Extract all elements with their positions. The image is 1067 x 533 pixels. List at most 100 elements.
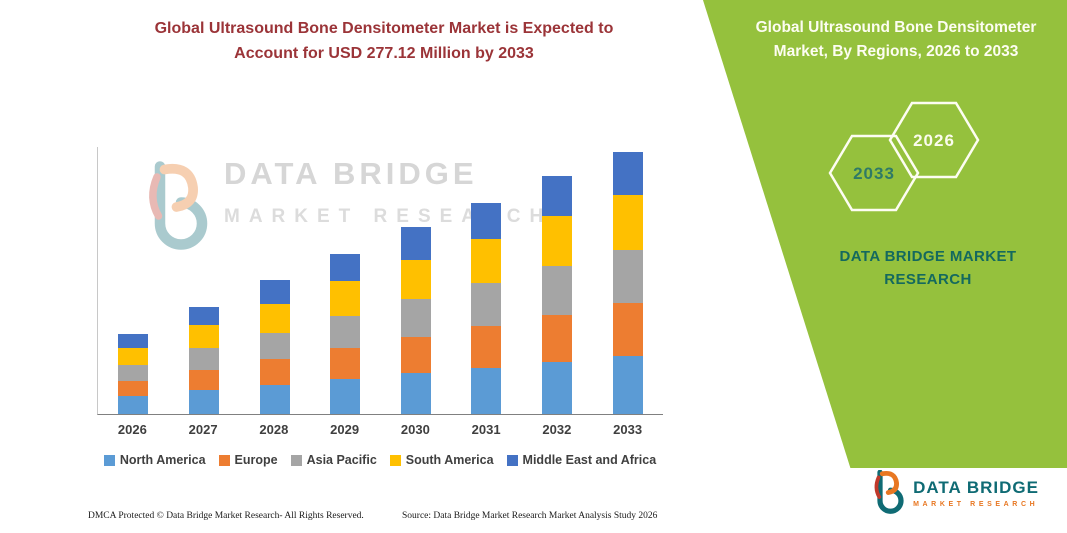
bar-slot-2029 [310, 253, 381, 414]
legend-item: Europe [218, 453, 278, 467]
bar-segment [542, 216, 573, 267]
bar-segment [542, 314, 573, 362]
x-tick-label: 2031 [471, 422, 501, 437]
legend-swatch [506, 454, 518, 466]
bar-segment [118, 380, 149, 396]
footer-dmca-text: DMCA Protected © Data Bridge Market Rese… [88, 511, 364, 521]
bar-segment [259, 280, 290, 305]
legend-label: Asia Pacific [306, 453, 377, 467]
bar-segment [330, 347, 361, 379]
bar-segment [188, 347, 219, 370]
x-tick-label: 2026 [117, 422, 147, 437]
bar-segment [330, 379, 361, 414]
bar-segment [400, 337, 431, 374]
bar-slot-2026 [98, 334, 169, 414]
x-tick-label: 2030 [400, 422, 430, 437]
x-tick-label: 2029 [330, 422, 360, 437]
bar-segment [259, 384, 290, 414]
company-logo: DATA BRIDGE MARKET RESEARCH [871, 470, 1039, 515]
legend-item: Asia Pacific [290, 453, 377, 467]
bar-slot-2027 [169, 307, 240, 414]
chart-legend: North America Europe Asia Pacific South Ame… [97, 453, 663, 467]
legend-swatch [290, 454, 302, 466]
bar-segment [400, 373, 431, 414]
chart-title: Global Ultrasound Bone Densitometer Mark… [154, 20, 614, 62]
bar-segment [471, 367, 502, 414]
stacked-bar-2029 [330, 253, 361, 414]
stacked-bar-2031 [471, 202, 502, 414]
bar-segment [188, 390, 219, 414]
bar-segment [400, 259, 431, 300]
legend-label: North America [119, 453, 206, 467]
x-axis-labels: 2026 2027 2028 2029 2030 2031 2032 2033 [97, 422, 663, 437]
bar-segment [471, 202, 502, 239]
watermark-line2: MARKET RESEARCH [224, 206, 553, 227]
bar-segment [471, 283, 502, 326]
right-panel-title: Global Ultrasound Bone Densitometer Mark… [755, 19, 1037, 61]
bar-segment [188, 325, 219, 348]
stacked-bar-2030 [400, 227, 431, 414]
bar-slot-2030 [381, 227, 452, 414]
bar-segment [612, 250, 643, 304]
legend-label: Europe [234, 453, 278, 467]
stacked-bar-2027 [188, 307, 219, 414]
bar-slot-2032 [522, 176, 593, 414]
hexagon-back [828, 134, 920, 212]
green-side-panel [702, 0, 1067, 468]
bar-segment [259, 332, 290, 360]
watermark: DATA BRIDGE MARKET RESEARCH [142, 128, 552, 286]
bar-segment [188, 369, 219, 391]
bar-slot-2028 [239, 280, 310, 414]
hexagon-front [888, 101, 980, 179]
bar-segment [118, 347, 149, 365]
x-tick-label: 2033 [613, 422, 643, 437]
bar-segment [612, 303, 643, 357]
bar-segment [118, 364, 149, 381]
hexagons-graphic: 2033 2026 [828, 101, 980, 212]
bar-slot-2033 [592, 151, 663, 414]
company-tagline: MARKET RESEARCH [913, 500, 1039, 508]
watermark-logo-icon [149, 161, 208, 250]
bar-segment [612, 151, 643, 196]
x-tick-label: 2028 [259, 422, 289, 437]
bar-segment [259, 359, 290, 385]
right-brand-text: DATA BRIDGE MARKET RESEARCH [839, 248, 1017, 288]
bar-segment [612, 356, 643, 414]
bar-segment [542, 361, 573, 414]
bar-segment [118, 334, 149, 348]
watermark-text: DATA BRIDGE MARKET RESEARCH [224, 156, 552, 228]
bar-segment [612, 195, 643, 251]
plot-area [97, 147, 663, 415]
stacked-bar-chart: 2026 2027 2028 2029 2030 2031 2032 2033 North A… [97, 147, 663, 467]
company-name: DATA BRIDGE [913, 477, 1039, 497]
company-logo-text: DATA BRIDGE MARKET RESEARCH [913, 478, 1039, 508]
bar-segment [400, 227, 431, 260]
footer-source-text: Source: Data Bridge Market Research Mark… [402, 511, 658, 521]
stacked-bar-2026 [118, 334, 149, 414]
bar-segment [330, 315, 361, 348]
legend-swatch [218, 454, 230, 466]
bar-segment [471, 238, 502, 284]
stacked-bar-2028 [259, 280, 290, 414]
bar-segment [188, 307, 219, 326]
legend-item: North America [103, 453, 206, 467]
watermark-line1: DATA BRIDGE [224, 156, 478, 191]
hexagon-back-label: 2033 [853, 164, 895, 183]
hexagon-front-label: 2026 [913, 131, 955, 150]
bar-segment [259, 304, 290, 333]
legend-swatch [103, 454, 115, 466]
x-tick-label: 2027 [188, 422, 218, 437]
legend-item: South America [389, 453, 494, 467]
bar-segment [118, 396, 149, 414]
legend-swatch [389, 454, 401, 466]
bar-segment [330, 253, 361, 282]
legend-item: Middle East and Africa [506, 453, 657, 467]
x-tick-label: 2032 [542, 422, 572, 437]
company-logo-icon [874, 470, 904, 514]
bar-segment [400, 299, 431, 338]
legend-label: South America [405, 453, 494, 467]
bar-segment [471, 325, 502, 368]
legend-label: Middle East and Africa [522, 453, 657, 467]
bar-segment [330, 281, 361, 316]
